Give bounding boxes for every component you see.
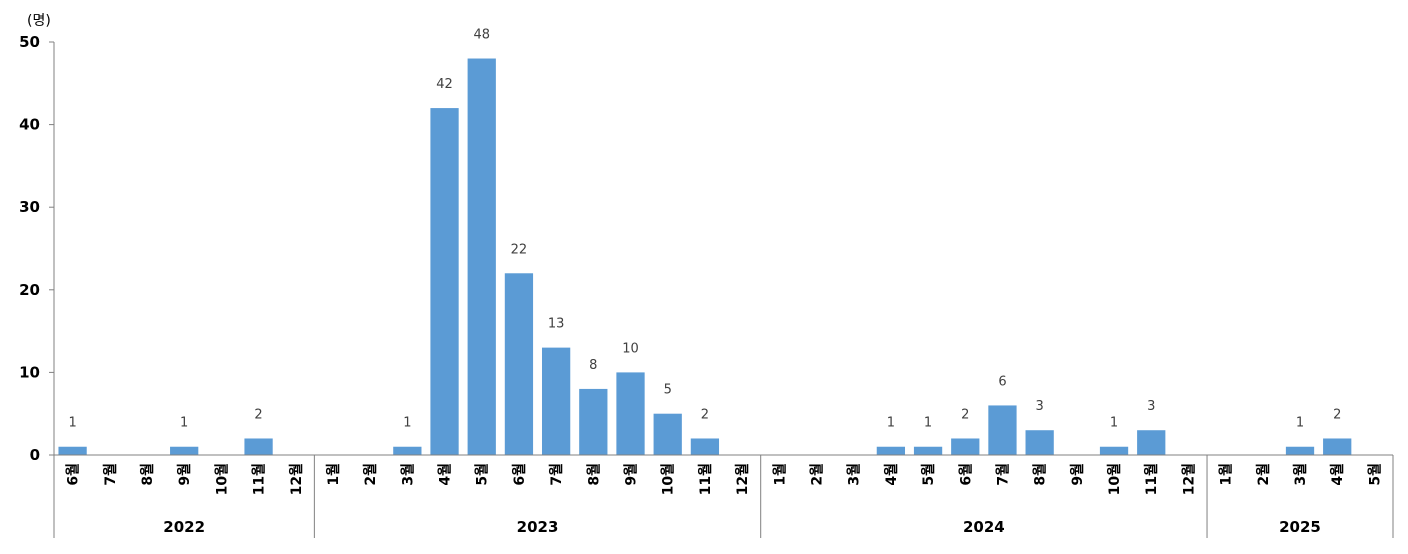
x-tick-label: 9월 (1069, 463, 1086, 486)
bar (616, 372, 645, 455)
bar (430, 108, 459, 455)
x-tick-label: 12월 (288, 463, 305, 495)
x-tick-label: 11월 (251, 463, 268, 495)
x-tick-label: 10월 (1106, 463, 1123, 495)
x-tick-label: 1월 (1218, 463, 1235, 486)
bar (58, 446, 87, 455)
year-label: 2024 (963, 518, 1005, 536)
data-label: 2 (701, 407, 709, 422)
x-tick-label: 2월 (808, 463, 825, 486)
x-tick-label: 8월 (1032, 463, 1049, 486)
x-tick-label: 8월 (139, 463, 156, 486)
x-tick-label: 2월 (1255, 463, 1272, 486)
data-label: 2 (1333, 407, 1341, 422)
data-label: 1 (1110, 416, 1118, 431)
x-tick-label: 7월 (102, 463, 119, 486)
data-label: 1 (180, 416, 188, 431)
year-label: 2023 (517, 518, 559, 536)
y-tick-label: 20 (19, 281, 40, 299)
x-tick-label: 6월 (957, 463, 974, 486)
x-axis: 6월 7월 8월 9월 10월 11월 12월 1월 2월 3월 4월 5월 6월 7월 8월 9월 10월 11… (53, 454, 1394, 538)
x-tick-label: 5월 (1366, 463, 1383, 486)
data-label: 1 (924, 416, 932, 431)
y-axis: 0 10 20 30 40 50 (19, 33, 55, 464)
bar (541, 347, 571, 455)
x-tick-label: 11월 (1143, 463, 1160, 495)
x-tick-label: 1월 (325, 463, 342, 486)
data-label: 2 (961, 407, 969, 422)
year-label: 2022 (163, 518, 205, 536)
x-tick-label: 4월 (883, 463, 900, 486)
x-tick-label: 1월 (771, 463, 788, 486)
y-unit-label: (명) (27, 13, 51, 29)
bar (1137, 430, 1166, 455)
data-label: 3 (1036, 399, 1044, 414)
x-tick-label: 11월 (697, 463, 714, 495)
data-label: 1 (887, 416, 895, 431)
year-label: 2025 (1279, 518, 1321, 536)
bar (690, 438, 720, 455)
bar (988, 405, 1017, 455)
x-tick-label: 12월 (1180, 463, 1197, 495)
bar (467, 58, 496, 456)
y-tick-label: 50 (19, 33, 40, 51)
bar (951, 438, 980, 455)
x-tick-label: 10월 (213, 463, 230, 495)
y-tick-label: 0 (30, 446, 40, 464)
data-label: 42 (436, 77, 453, 92)
bar (244, 438, 273, 455)
y-tick-label: 10 (19, 363, 40, 381)
x-tick-label: 6월 (511, 463, 528, 486)
bar (1099, 446, 1129, 455)
y-tick-label: 30 (19, 198, 40, 216)
bar (876, 446, 906, 455)
bar (170, 446, 199, 455)
data-label: 1 (1296, 416, 1304, 431)
bar (393, 446, 422, 455)
x-tick-label: 3월 (846, 463, 863, 486)
data-label: 13 (548, 317, 565, 332)
data-label: 22 (511, 242, 528, 257)
bar (653, 413, 682, 455)
bar (579, 388, 608, 455)
bar (1025, 430, 1054, 455)
data-label: 3 (1147, 399, 1155, 414)
bar (504, 273, 534, 455)
x-tick-label: 12월 (734, 463, 751, 495)
data-label: 48 (473, 28, 490, 43)
data-label: 8 (589, 358, 597, 373)
data-label: 10 (622, 341, 639, 356)
x-tick-label: 2월 (362, 463, 379, 486)
y-tick-label: 40 (19, 116, 40, 134)
bar (913, 446, 943, 455)
bar (1323, 438, 1352, 455)
x-tick-label: 6월 (65, 463, 82, 486)
x-tick-label: 8월 (585, 463, 602, 486)
x-tick-label: 5월 (474, 463, 491, 486)
data-label: 5 (664, 383, 672, 398)
x-tick-label: 3월 (399, 463, 416, 486)
x-tick-label: 3월 (1292, 463, 1309, 486)
x-tick-label: 9월 (623, 463, 640, 486)
data-label: 1 (68, 416, 76, 431)
data-label: 1 (403, 416, 411, 431)
data-label: 6 (998, 374, 1006, 389)
x-tick-label: 7월 (548, 463, 565, 486)
x-tick-label: 4월 (1329, 463, 1346, 486)
x-tick-label: 9월 (176, 463, 193, 486)
bar (1285, 446, 1315, 455)
data-label: 2 (254, 407, 262, 422)
x-tick-label: 7월 (994, 463, 1011, 486)
x-tick-label: 5월 (920, 463, 937, 486)
x-tick-label: 10월 (660, 463, 677, 495)
x-tick-label: 4월 (437, 463, 454, 486)
